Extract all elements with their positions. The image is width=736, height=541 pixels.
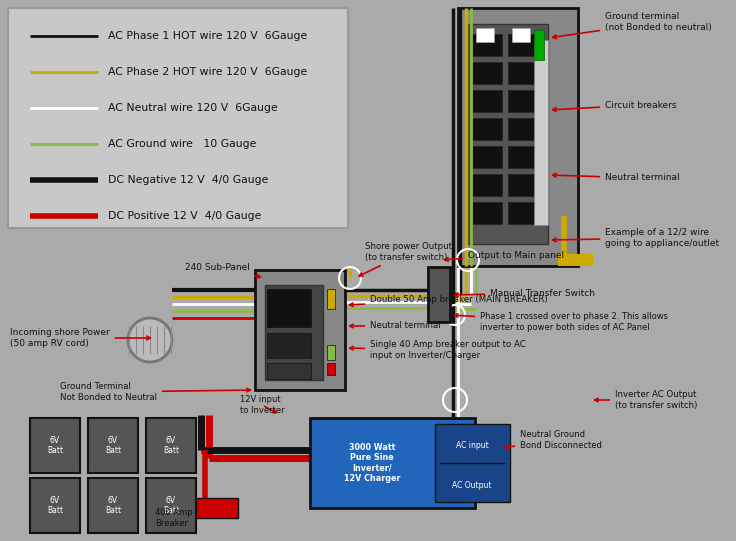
Text: Manual Transfer Switch: Manual Transfer Switch: [455, 288, 595, 298]
Bar: [472, 118, 502, 140]
Bar: [146, 418, 196, 473]
Bar: [508, 34, 538, 56]
Bar: [476, 28, 494, 42]
Text: Output to Main panel: Output to Main panel: [445, 250, 564, 261]
Text: 3000 Watt
Pure Sine
Inverter/
12V Charger: 3000 Watt Pure Sine Inverter/ 12V Charge…: [344, 443, 400, 483]
Bar: [458, 8, 578, 266]
Text: AC Phase 2 HOT wire 120 V  6Gauge: AC Phase 2 HOT wire 120 V 6Gauge: [108, 67, 307, 77]
Text: 12V input
to Inverter: 12V input to Inverter: [240, 395, 285, 415]
Bar: [267, 363, 311, 379]
Bar: [327, 289, 335, 309]
Text: AC Ground wire   10 Gauge: AC Ground wire 10 Gauge: [108, 139, 256, 149]
Text: Inverter AC Output
(to transfer switch): Inverter AC Output (to transfer switch): [595, 390, 698, 410]
Text: DC Positive 12 V  4/0 Gauge: DC Positive 12 V 4/0 Gauge: [108, 211, 261, 221]
Bar: [468, 24, 548, 244]
Bar: [472, 34, 502, 56]
Text: 400 Amp
Breaker: 400 Amp Breaker: [155, 509, 205, 527]
Bar: [327, 345, 335, 360]
Text: AC Neutral wire 120 V  6Gauge: AC Neutral wire 120 V 6Gauge: [108, 103, 277, 113]
Bar: [30, 418, 80, 473]
Text: Single 40 Amp breaker output to AC
input on Inverter/Charger: Single 40 Amp breaker output to AC input…: [350, 340, 526, 360]
Bar: [508, 146, 538, 168]
Bar: [255, 270, 345, 390]
Text: AC input: AC input: [456, 441, 489, 451]
Text: DC Negative 12 V  4/0 Gauge: DC Negative 12 V 4/0 Gauge: [108, 175, 269, 185]
Bar: [508, 202, 538, 224]
Text: 6V
Batt: 6V Batt: [163, 436, 179, 455]
Bar: [508, 90, 538, 112]
Bar: [558, 254, 593, 266]
Bar: [8, 8, 348, 228]
Text: 240 Sub-Panel: 240 Sub-Panel: [185, 263, 261, 278]
Bar: [534, 30, 544, 60]
Bar: [472, 202, 502, 224]
Bar: [508, 118, 538, 140]
Text: Ground Terminal
Not Bonded to Neutral: Ground Terminal Not Bonded to Neutral: [60, 382, 250, 402]
Bar: [265, 285, 323, 380]
Text: Example of a 12/2 wire
going to appliance/outlet: Example of a 12/2 wire going to applianc…: [553, 228, 719, 248]
Bar: [534, 40, 548, 225]
Text: Incoming shore Power
(50 amp RV cord): Incoming shore Power (50 amp RV cord): [10, 328, 150, 348]
Text: Neutral terminal: Neutral terminal: [350, 321, 441, 331]
Text: Circuit breakers: Circuit breakers: [553, 101, 676, 111]
Text: 6V
Batt: 6V Batt: [105, 496, 121, 515]
Text: 6V
Batt: 6V Batt: [163, 496, 179, 515]
Text: AC Output: AC Output: [452, 481, 492, 491]
Bar: [512, 28, 530, 42]
Bar: [267, 289, 311, 327]
Bar: [472, 62, 502, 84]
Text: Shore power Output
(to transfer switch): Shore power Output (to transfer switch): [359, 242, 452, 276]
Bar: [472, 174, 502, 196]
Text: Neutral Ground
Bond Disconnected: Neutral Ground Bond Disconnected: [505, 430, 602, 450]
Text: AC Phase 1 HOT wire 120 V  6Gauge: AC Phase 1 HOT wire 120 V 6Gauge: [108, 31, 307, 41]
Bar: [435, 424, 510, 502]
Bar: [88, 478, 138, 533]
Bar: [30, 478, 80, 533]
Bar: [146, 478, 196, 533]
Text: Neutral terminal: Neutral terminal: [553, 174, 679, 182]
Text: Ground terminal
(not Bonded to neutral): Ground terminal (not Bonded to neutral): [553, 12, 712, 38]
Text: 6V
Batt: 6V Batt: [47, 436, 63, 455]
Bar: [508, 174, 538, 196]
Text: Phase 1 crossed over to phase 2. This allows
inverter to power both sides of AC : Phase 1 crossed over to phase 2. This al…: [455, 312, 668, 332]
Bar: [508, 62, 538, 84]
Bar: [88, 418, 138, 473]
Text: 6V
Batt: 6V Batt: [47, 496, 63, 515]
Bar: [327, 363, 335, 375]
Bar: [472, 90, 502, 112]
Bar: [428, 267, 450, 322]
Bar: [472, 146, 502, 168]
Text: 6V
Batt: 6V Batt: [105, 436, 121, 455]
Circle shape: [128, 318, 172, 362]
Text: Double 50 Amp breaker (MAIN BREAKER): Double 50 Amp breaker (MAIN BREAKER): [350, 295, 548, 306]
Bar: [310, 418, 475, 508]
Bar: [267, 333, 311, 358]
Bar: [196, 498, 238, 518]
